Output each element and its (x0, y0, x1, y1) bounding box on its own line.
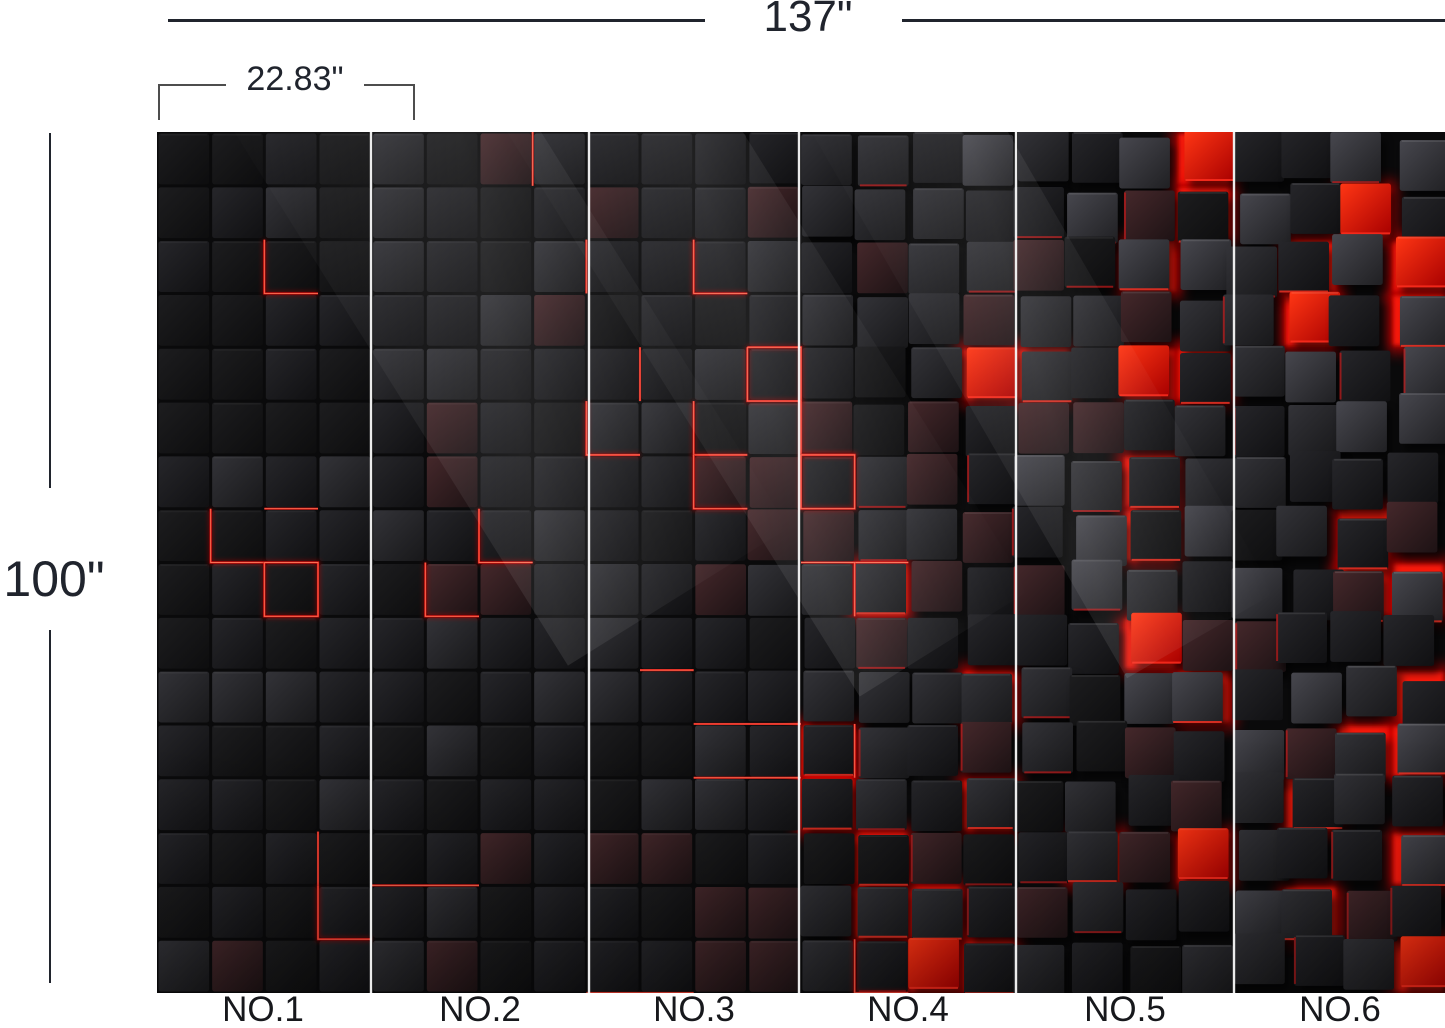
wall-mural-image (157, 132, 1445, 993)
panel-width-bracket-line-left (158, 84, 226, 86)
total-width-label: 137" (763, 0, 853, 41)
panel-label-5: NO.5 (1084, 990, 1166, 1028)
height-dimension-line-bottom (49, 630, 51, 983)
panel-label-3: NO.3 (653, 990, 735, 1028)
width-dimension-line-right (902, 19, 1445, 22)
panel-label-6: NO.6 (1299, 990, 1381, 1028)
panel-width-bracket-line-right (364, 84, 415, 86)
panel-label-2: NO.2 (439, 990, 521, 1028)
height-label: 100" (3, 551, 105, 607)
width-dimension-line-left (168, 19, 705, 22)
cube-pattern-graphic (157, 132, 1445, 993)
height-dimension-line-top (49, 133, 51, 488)
panel-width-label: 22.83" (246, 60, 344, 98)
panel-width-bracket-tick-left (158, 84, 160, 120)
panel-width-bracket-tick-right (413, 84, 415, 120)
panel-label-4: NO.4 (867, 990, 949, 1028)
panel-label-1: NO.1 (222, 990, 304, 1028)
